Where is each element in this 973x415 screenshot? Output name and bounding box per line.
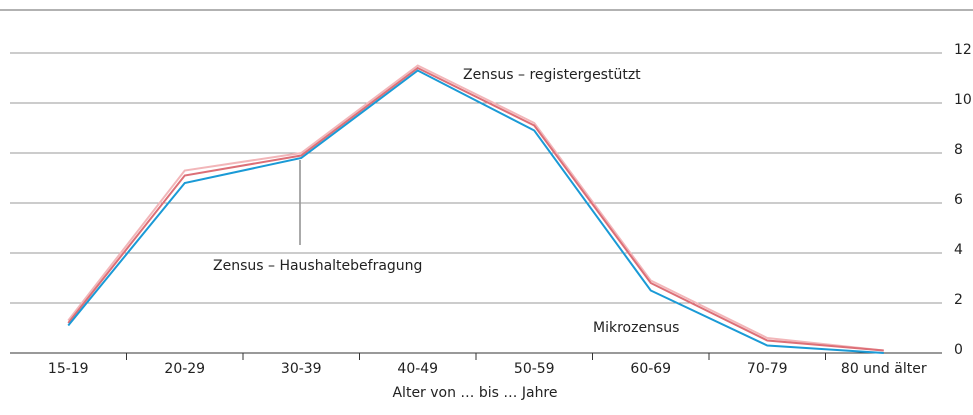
y-tick-label: 0	[954, 342, 963, 358]
series-line	[67, 69, 884, 354]
y-tick-label: 12	[954, 42, 972, 58]
y-tick-label: 6	[954, 192, 963, 208]
x-tick-label: 20-29	[164, 361, 205, 377]
x-tick-label: 15-19	[48, 361, 89, 377]
series-annotation: Mikrozensus	[593, 320, 679, 336]
x-tick-label: 60-69	[630, 361, 671, 377]
y-tick-label: 2	[954, 292, 963, 308]
y-tick-label: 8	[954, 142, 963, 158]
y-tick-label: 10	[954, 92, 972, 108]
y-tick-label: 4	[954, 242, 963, 258]
x-tick-label: 80 und älter	[841, 361, 927, 377]
x-tick-label: 50-59	[514, 361, 555, 377]
x-tick-label: 30-39	[281, 361, 322, 377]
series-line	[67, 66, 884, 352]
series-annotation: Zensus – Haushaltebefragung	[213, 258, 422, 274]
series-line	[67, 64, 884, 352]
x-axis-label: Alter von … bis … Jahre	[392, 385, 557, 401]
x-tick-label: 40-49	[397, 361, 438, 377]
series-annotation: Zensus – registergestützt	[463, 67, 641, 83]
x-tick-label: 70-79	[747, 361, 788, 377]
